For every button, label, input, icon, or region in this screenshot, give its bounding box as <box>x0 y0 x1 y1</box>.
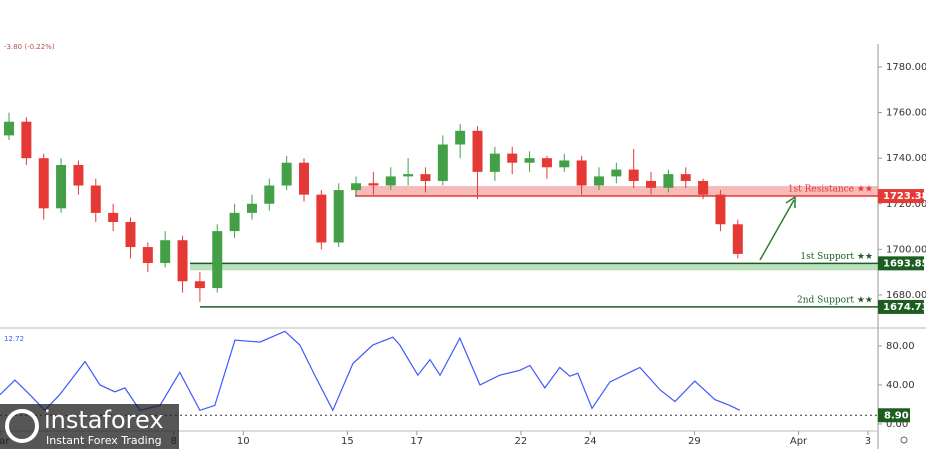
candle-body <box>559 160 570 168</box>
watermark-brand: instaforex <box>44 406 164 434</box>
x-tick-label: 22 <box>515 436 528 447</box>
x-tick-label: 24 <box>584 436 597 447</box>
candle-body <box>194 281 205 289</box>
level-value: 1723.38 <box>883 191 926 202</box>
candle-body <box>73 165 84 186</box>
candle-body <box>663 174 674 188</box>
level-badge <box>878 256 924 271</box>
candle-body <box>507 153 518 163</box>
settings-icon[interactable] <box>900 436 908 444</box>
y-tick-label: 1780.00 <box>886 62 926 73</box>
x-tick-label: 15 <box>341 436 354 447</box>
oscillator-line <box>0 330 741 412</box>
oscillator-value: 12.72 <box>4 335 24 343</box>
support-zone <box>190 263 878 271</box>
candle-body <box>38 158 49 209</box>
x-tick-label: 3 <box>865 436 871 447</box>
watermark-tagline: Instant Forex Trading <box>46 434 162 447</box>
candle-body <box>333 190 344 243</box>
candle-body <box>108 212 119 222</box>
candle-body <box>646 180 657 188</box>
level-badge <box>878 299 924 314</box>
y-tick-label: 1720.00 <box>886 199 926 210</box>
candle-body <box>524 158 535 163</box>
candle-body <box>299 162 310 195</box>
x-tick-label: 29 <box>688 436 701 447</box>
candle-body <box>593 176 604 186</box>
candle-body <box>368 183 379 186</box>
candle-body <box>281 162 292 186</box>
x-tick-label: 17 <box>410 436 423 447</box>
y-tick-label: 1680.00 <box>886 290 926 301</box>
watermark: instaforex Instant Forex Trading <box>0 404 179 449</box>
candle-body <box>420 174 431 181</box>
candle-body <box>576 160 587 186</box>
marker-badge <box>878 408 910 423</box>
candle-body <box>177 240 188 282</box>
candle-body <box>21 121 32 159</box>
level-name: 2nd Support ★★ <box>797 295 873 305</box>
candle-body <box>316 194 327 243</box>
candle-body <box>628 169 639 181</box>
y-tick-label: 1740.00 <box>886 153 926 164</box>
candle-body <box>125 221 136 248</box>
level-name: 1st Resistance ★★ <box>788 185 873 195</box>
candle-body <box>351 183 362 191</box>
level-name: 1st Support ★★ <box>800 252 873 262</box>
candle-body <box>385 176 396 186</box>
y-tick-label: 40.00 <box>886 380 915 391</box>
y-tick-label: 1760.00 <box>886 108 926 119</box>
marker-label: 8.90 <box>884 410 909 421</box>
candle-body <box>472 130 483 172</box>
candle-body <box>611 169 622 177</box>
candle-body <box>212 231 223 289</box>
price-change: -3.80 (-0.22%) <box>4 43 55 51</box>
candle-body <box>715 194 726 225</box>
candle-body <box>246 203 257 213</box>
candle-body <box>403 174 414 177</box>
candle-body <box>698 180 709 195</box>
y-tick-label: 1700.00 <box>886 244 926 255</box>
candle-body <box>56 165 67 209</box>
forecast-arrowhead <box>785 195 796 208</box>
candle-body <box>142 247 153 264</box>
y-tick-label: 80.00 <box>886 341 915 352</box>
level-value: 1693.85 <box>883 258 926 269</box>
candle-body <box>229 212 240 232</box>
y-tick-label: 0.00 <box>886 419 908 430</box>
level-value: 1674.73 <box>883 302 926 313</box>
resistance-zone <box>355 186 878 197</box>
candle-body <box>160 240 171 264</box>
watermark-logo <box>5 409 39 443</box>
candle-body <box>264 185 275 204</box>
x-tick-label: 10 <box>237 436 250 447</box>
candle-body <box>455 130 466 145</box>
candle-body <box>4 121 15 136</box>
candle-body <box>90 185 101 213</box>
candle-body <box>541 158 552 168</box>
candle-body <box>732 224 743 254</box>
x-tick-label: Apr <box>790 436 808 447</box>
level-badge <box>878 189 924 204</box>
forecast-arrow <box>759 199 795 261</box>
candle-body <box>489 153 500 172</box>
candle-body <box>680 174 691 181</box>
candle-body <box>437 144 448 181</box>
